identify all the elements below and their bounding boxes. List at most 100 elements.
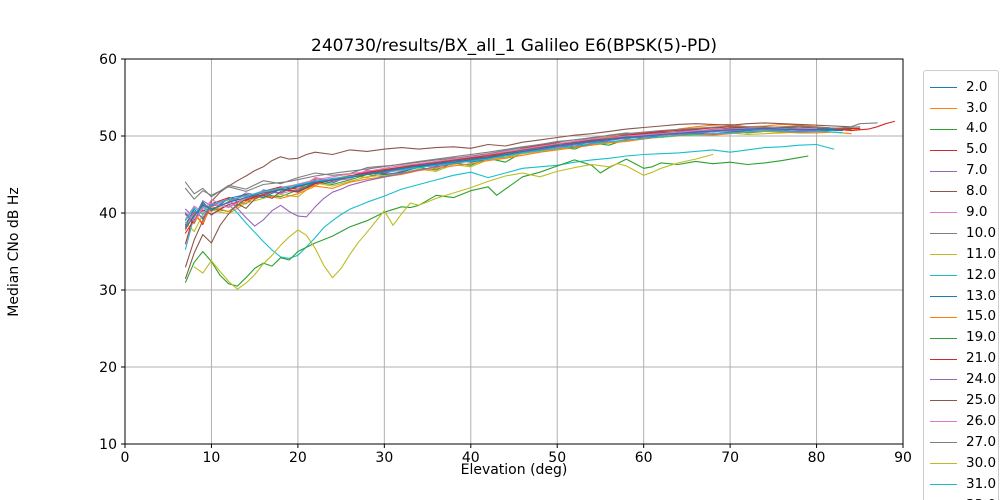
x-tick-label: 60 xyxy=(635,450,653,466)
x-tick-label: 0 xyxy=(121,450,130,466)
legend-swatch-line-icon xyxy=(930,274,957,276)
legend-label: 11.0 xyxy=(966,245,997,262)
legend-swatch-line-icon xyxy=(930,358,957,360)
legend-label: 8.0 xyxy=(966,183,988,200)
legend-item: 9.0 xyxy=(924,202,998,223)
legend-label: 15.0 xyxy=(966,308,997,325)
y-tick-label: 20 xyxy=(99,360,117,376)
legend-item: 8.0 xyxy=(924,181,998,202)
legend-item: 5.0 xyxy=(924,140,998,161)
grid-lines xyxy=(124,58,904,445)
series-line-12.0 xyxy=(184,143,835,259)
legend-item: 3.0 xyxy=(924,98,998,119)
x-tick-label: 10 xyxy=(203,450,221,466)
legend-label: 12.0 xyxy=(966,266,997,283)
y-axis-label: Median CNo dB Hz xyxy=(6,187,22,317)
legend-swatch-line-icon xyxy=(930,212,957,214)
legend-swatch-line-icon xyxy=(930,421,957,423)
legend: 2.0 3.0 4.0 5.0 7.0 8.0 9.0 10.0 11.0 12.0 13.0 15.… xyxy=(923,70,999,500)
legend-label: 31.0 xyxy=(966,475,997,492)
legend-swatch-line-icon xyxy=(930,379,957,381)
legend-swatch-line-icon xyxy=(930,233,957,235)
legend-label: 7.0 xyxy=(966,162,988,179)
legend-label: 27.0 xyxy=(966,433,997,450)
legend-swatch-line-icon xyxy=(930,295,957,297)
legend-label: 21.0 xyxy=(966,350,997,367)
x-tick-label: 90 xyxy=(894,450,912,466)
legend-label: 2.0 xyxy=(966,78,988,95)
series-line-19.0 xyxy=(184,155,809,287)
series-line-30.0 xyxy=(193,153,714,290)
legend-item: 13.0 xyxy=(924,286,998,307)
plot-border xyxy=(124,58,904,445)
legend-label: 4.0 xyxy=(966,120,988,137)
legend-item: 12.0 xyxy=(924,265,998,286)
x-tick-label: 40 xyxy=(462,450,480,466)
legend-swatch-line-icon xyxy=(930,107,957,109)
legend-item: 30.0 xyxy=(924,453,998,474)
legend-label: 3.0 xyxy=(966,99,988,116)
x-tick-label: 70 xyxy=(721,450,739,466)
legend-item: 26.0 xyxy=(924,411,998,432)
legend-label: 33.0 xyxy=(966,498,996,500)
y-tick-label: 40 xyxy=(99,206,117,222)
legend-swatch-line-icon xyxy=(930,462,957,464)
series-line-4.0 xyxy=(184,128,852,228)
legend-swatch-line-icon xyxy=(930,316,957,318)
series-line-3.0 xyxy=(184,123,861,225)
legend-label: 10.0 xyxy=(966,224,997,241)
legend-label: 25.0 xyxy=(966,392,997,409)
series-line-21.0 xyxy=(184,125,861,234)
legend-label: 19.0 xyxy=(966,329,997,346)
x-axis-label: Elevation (deg) xyxy=(460,462,568,478)
legend-item: 25.0 xyxy=(924,390,998,411)
legend-swatch-line-icon xyxy=(930,400,957,402)
legend-item: 19.0 xyxy=(924,328,998,349)
legend-item: 4.0 xyxy=(924,119,998,140)
legend-item: 31.0 xyxy=(924,474,998,495)
series-line-31.0 xyxy=(184,130,844,222)
series-line-24.0 xyxy=(184,128,826,227)
series-line-27.0 xyxy=(184,125,861,200)
legend-swatch-line-icon xyxy=(930,191,957,193)
y-tick-label: 30 xyxy=(99,283,117,299)
legend-item: 21.0 xyxy=(924,349,998,370)
y-tick-label: 60 xyxy=(99,52,117,68)
series-line-2.0 xyxy=(184,126,852,226)
legend-swatch-line-icon xyxy=(930,254,957,256)
legend-item: 27.0 xyxy=(924,432,998,453)
legend-item: 7.0 xyxy=(924,161,998,182)
x-tick-label: 80 xyxy=(808,450,826,466)
y-tick-label: 10 xyxy=(99,437,117,453)
series-line-11.0 xyxy=(184,131,800,233)
series-line-7.0 xyxy=(184,126,835,219)
chart-title: 240730/results/BX_all_1 Galileo E6(BPSK(… xyxy=(311,36,717,56)
legend-swatch-line-icon xyxy=(930,149,957,151)
series-line-15.0 xyxy=(184,130,852,231)
legend-item: 24.0 xyxy=(924,369,998,390)
legend-label: 26.0 xyxy=(966,412,997,429)
legend-label: 5.0 xyxy=(966,141,988,158)
legend-swatch-line-icon xyxy=(930,170,957,172)
legend-label: 9.0 xyxy=(966,204,988,221)
series-line-33.0 xyxy=(184,127,835,229)
legend-swatch-line-icon xyxy=(930,86,957,88)
legend-label: 24.0 xyxy=(966,371,997,388)
x-tick-label: 20 xyxy=(289,450,307,466)
legend-item: 33.0 xyxy=(924,495,998,500)
legend-swatch-line-icon xyxy=(930,337,957,339)
legend-item: 15.0 xyxy=(924,307,998,328)
legend-item: 11.0 xyxy=(924,244,998,265)
series-line-26.0 xyxy=(184,126,818,223)
series-line-8.0 xyxy=(184,122,852,268)
legend-label: 13.0 xyxy=(966,287,997,304)
legend-label: 30.0 xyxy=(966,454,997,471)
x-tick-label: 50 xyxy=(548,450,566,466)
x-tick-label: 30 xyxy=(375,450,393,466)
legend-item: 2.0 xyxy=(924,77,998,98)
legend-swatch-line-icon xyxy=(930,128,957,130)
legend-swatch-line-icon xyxy=(930,483,957,485)
y-tick-label: 50 xyxy=(99,129,117,145)
